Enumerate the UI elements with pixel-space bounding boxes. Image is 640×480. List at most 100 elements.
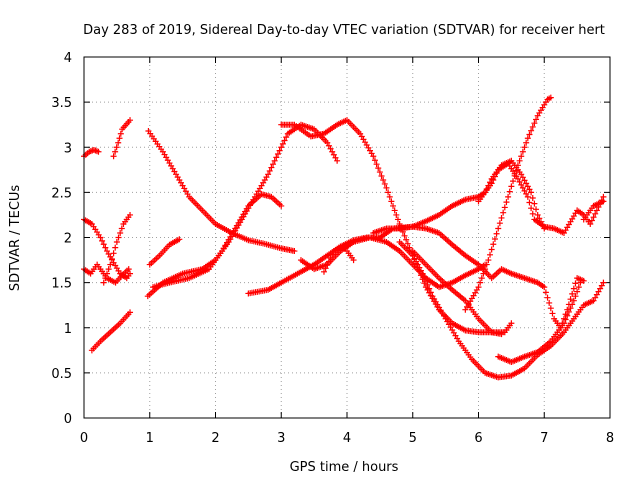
data-point bbox=[487, 179, 494, 186]
data-point bbox=[107, 261, 114, 268]
series-s22 bbox=[409, 248, 505, 338]
data-point bbox=[537, 218, 544, 225]
data-point bbox=[577, 279, 584, 286]
x-tick-label: 5 bbox=[409, 431, 417, 446]
data-point bbox=[531, 120, 538, 127]
data-point bbox=[523, 190, 530, 197]
data-point bbox=[510, 178, 517, 185]
data-point bbox=[176, 236, 183, 243]
data-point bbox=[523, 180, 530, 187]
series-s20 bbox=[495, 279, 584, 366]
data-point bbox=[570, 285, 577, 292]
data-point bbox=[127, 211, 134, 218]
series-s18 bbox=[475, 157, 548, 232]
data-point bbox=[541, 284, 548, 291]
data-point bbox=[572, 293, 579, 300]
data-point bbox=[394, 216, 401, 223]
data-point bbox=[95, 148, 102, 155]
data-point bbox=[536, 215, 543, 222]
data-point bbox=[528, 205, 535, 212]
data-point bbox=[370, 153, 377, 160]
series-s16 bbox=[409, 160, 607, 236]
data-point bbox=[592, 294, 599, 301]
data-point bbox=[291, 248, 298, 255]
data-point bbox=[593, 291, 600, 298]
data-point bbox=[327, 254, 334, 261]
data-point bbox=[100, 279, 107, 286]
data-point bbox=[508, 183, 515, 190]
data-point bbox=[595, 288, 602, 295]
data-point bbox=[565, 308, 572, 315]
data-point bbox=[324, 139, 331, 146]
data-point bbox=[521, 177, 528, 184]
data-point bbox=[544, 294, 551, 301]
data-point bbox=[327, 145, 334, 152]
data-point bbox=[485, 257, 492, 264]
data-point bbox=[569, 301, 576, 308]
data-point bbox=[112, 244, 119, 251]
y-tick-label: 1.5 bbox=[51, 277, 72, 292]
data-point bbox=[388, 198, 395, 205]
data-point bbox=[268, 164, 275, 171]
data-point bbox=[375, 165, 382, 172]
data-point bbox=[569, 290, 576, 297]
data-point bbox=[350, 257, 357, 264]
data-point bbox=[283, 134, 290, 141]
axis-ticks: 0 1 2 3 4 5 6 7 8 0 0.5 1 1.5 2 2.5 3 3.5 4 bbox=[51, 51, 614, 446]
data-point bbox=[541, 225, 548, 232]
data-point bbox=[325, 258, 332, 265]
data-point bbox=[501, 204, 508, 211]
data-point bbox=[493, 230, 500, 237]
data-point bbox=[118, 225, 125, 232]
data-point bbox=[529, 195, 536, 202]
data-point bbox=[329, 148, 336, 155]
data-point bbox=[523, 139, 530, 146]
data-point bbox=[526, 131, 533, 138]
y-tick-label: 2.5 bbox=[51, 186, 72, 201]
data-point bbox=[487, 251, 494, 258]
data-point bbox=[533, 116, 540, 123]
data-point bbox=[511, 172, 518, 179]
data-point bbox=[105, 266, 112, 273]
data-point bbox=[332, 154, 339, 161]
data-point bbox=[413, 258, 420, 265]
data-point bbox=[513, 167, 520, 174]
data-point bbox=[427, 289, 434, 296]
data-point bbox=[542, 289, 549, 296]
data-point bbox=[518, 171, 525, 178]
series-s19 bbox=[462, 94, 554, 313]
data-point bbox=[491, 236, 498, 243]
data-point bbox=[480, 270, 487, 277]
data-point bbox=[112, 148, 119, 155]
data-point bbox=[475, 284, 482, 291]
x-axis-label: GPS time / hours bbox=[290, 460, 399, 475]
data-point bbox=[560, 320, 567, 327]
data-point bbox=[371, 157, 378, 164]
data-point bbox=[108, 255, 115, 262]
data-point bbox=[514, 175, 521, 182]
data-point bbox=[278, 144, 285, 151]
series-s15 bbox=[370, 223, 587, 331]
data-point bbox=[498, 214, 505, 221]
data-point bbox=[324, 261, 331, 268]
data-point bbox=[574, 288, 581, 295]
data-point bbox=[588, 217, 595, 224]
data-point bbox=[279, 140, 286, 147]
data-point bbox=[478, 275, 485, 282]
data-point bbox=[529, 210, 536, 217]
data-point bbox=[383, 184, 390, 191]
data-point bbox=[424, 281, 431, 288]
data-point bbox=[593, 207, 600, 214]
data-point bbox=[518, 153, 525, 160]
data-point bbox=[104, 270, 111, 277]
data-point bbox=[329, 251, 336, 258]
data-point bbox=[490, 241, 497, 248]
data-point bbox=[483, 185, 490, 192]
data-point bbox=[526, 199, 533, 206]
y-tick-label: 3 bbox=[64, 141, 72, 156]
data-point bbox=[115, 234, 122, 241]
x-tick-label: 2 bbox=[211, 431, 219, 446]
data-point bbox=[385, 189, 392, 196]
x-tick-label: 4 bbox=[343, 431, 351, 446]
data-point bbox=[378, 173, 385, 180]
